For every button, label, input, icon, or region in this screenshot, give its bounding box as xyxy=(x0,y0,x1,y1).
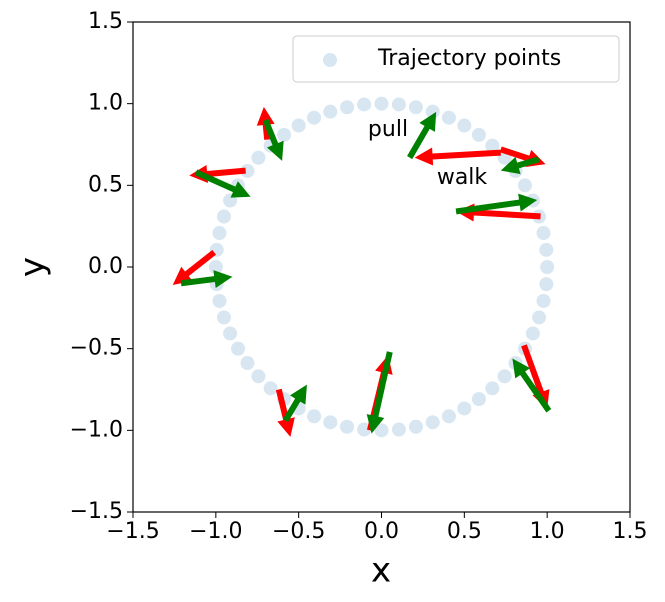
x-tick-label: −0.5 xyxy=(272,519,325,544)
y-tick-label: 1.5 xyxy=(88,9,123,34)
trajectory-point xyxy=(391,422,406,437)
x-tick-label: 0.5 xyxy=(447,519,482,544)
y-tick-label: 0.0 xyxy=(88,254,123,279)
trajectory-point xyxy=(251,369,266,384)
trajectory-point xyxy=(408,100,423,115)
x-tick-label: 0.0 xyxy=(364,519,399,544)
trajectory-point xyxy=(307,409,322,424)
trajectory-point xyxy=(212,226,227,241)
x-tick-label: −1.5 xyxy=(106,519,159,544)
walk-arrow xyxy=(456,203,541,222)
y-axis-label: y xyxy=(13,257,53,277)
walk-arrow xyxy=(275,388,295,437)
trajectory-point xyxy=(307,110,322,125)
pull-arrow xyxy=(455,193,538,215)
trajectory-point xyxy=(291,118,306,133)
trajectory-point xyxy=(532,310,547,325)
y-tick-label: 0.5 xyxy=(88,172,123,197)
trajectory-point xyxy=(536,293,551,308)
trajectory-point xyxy=(240,163,255,178)
trajectory-point xyxy=(216,209,231,224)
trajectory-point xyxy=(263,381,278,396)
trajectory-point xyxy=(471,392,486,407)
y-tick-label: 1.0 xyxy=(88,91,123,116)
trajectory-point xyxy=(457,401,472,416)
x-tick-label: 1.5 xyxy=(613,519,648,544)
legend-box xyxy=(292,35,620,83)
walk-label: walk xyxy=(437,165,488,190)
trajectory-point xyxy=(441,110,456,125)
y-tick-label: −0.5 xyxy=(70,336,123,361)
pull-arrow xyxy=(407,111,437,160)
trajectory-point xyxy=(323,104,338,119)
x-axis-label: x xyxy=(371,551,391,591)
trajectory-point xyxy=(374,96,389,111)
y-tick-label: −1.5 xyxy=(70,499,123,524)
pull-arrow xyxy=(194,169,251,198)
pull-arrow xyxy=(180,270,233,288)
trajectory-point xyxy=(441,409,456,424)
walk-arrow xyxy=(521,344,550,410)
trajectory-point xyxy=(357,97,372,112)
trajectory-point xyxy=(539,242,554,257)
pull-label: pull xyxy=(368,117,408,142)
pull-arrow xyxy=(512,358,552,413)
trajectory-point xyxy=(408,419,423,434)
trajectory-point xyxy=(457,118,472,133)
trajectory-point xyxy=(251,150,266,165)
trajectory-point xyxy=(425,415,440,430)
legend-marker xyxy=(323,53,337,67)
trajectory-point xyxy=(208,260,223,274)
trajectory-point xyxy=(497,369,512,384)
trajectory-point xyxy=(216,310,231,325)
trajectory-point xyxy=(374,423,389,438)
trajectory-point xyxy=(471,127,486,142)
trajectory-point xyxy=(223,326,238,341)
x-tick-label: −1.0 xyxy=(189,519,242,544)
trajectory-point xyxy=(340,419,355,434)
plot-frame xyxy=(132,21,631,513)
trajectory-point xyxy=(277,127,292,142)
trajectory-point xyxy=(539,277,554,292)
trajectory-point xyxy=(425,104,440,119)
legend-label: Trajectory points xyxy=(377,46,561,71)
pull-arrow xyxy=(366,351,393,434)
x-tick-label: 1.0 xyxy=(530,519,565,544)
trajectory-point xyxy=(485,381,500,396)
trajectory-point xyxy=(212,293,227,308)
trajectory-point xyxy=(231,341,246,356)
trajectory-point xyxy=(485,138,500,153)
trajectory-point xyxy=(340,100,355,115)
trajectory-point xyxy=(357,422,372,437)
trajectory-point xyxy=(517,178,532,193)
trajectory-point xyxy=(525,326,540,341)
trajectory-point xyxy=(391,97,406,112)
trajectory-point xyxy=(540,260,555,274)
y-tick-label: −1.0 xyxy=(70,417,123,442)
walk-arrow xyxy=(414,147,501,166)
trajectory-point xyxy=(323,415,338,430)
pull-arrow xyxy=(500,156,540,175)
walk-arrow xyxy=(172,249,217,285)
pull-arrow xyxy=(262,118,284,161)
pull-arrow xyxy=(282,384,307,423)
trajectory-point xyxy=(240,356,255,371)
trajectory-point xyxy=(536,226,551,241)
